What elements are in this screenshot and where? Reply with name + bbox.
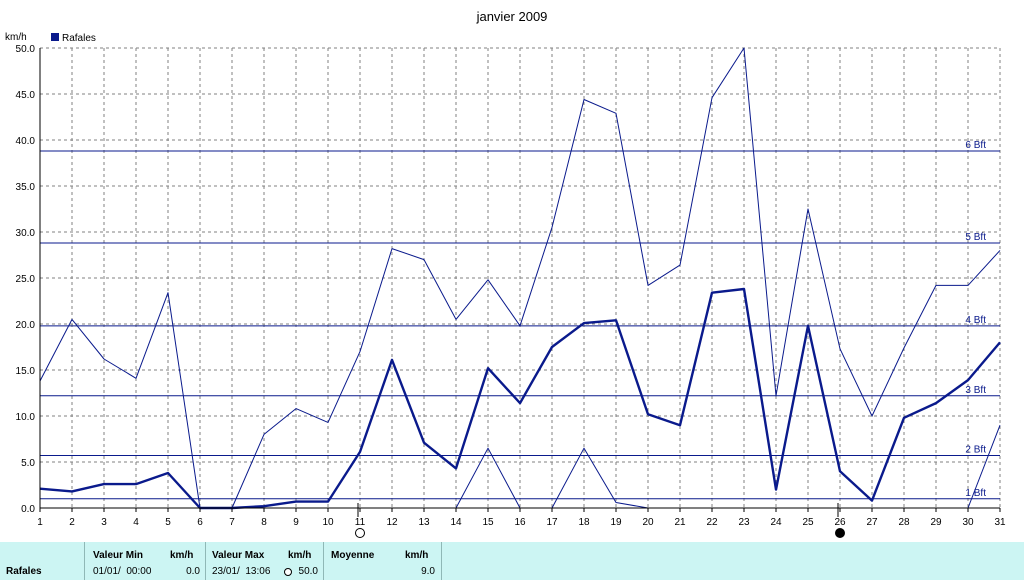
x-tick-label: 5 [165, 517, 171, 528]
y-tick-label: 15.0 [16, 366, 36, 377]
x-tick-label: 14 [450, 517, 462, 528]
stats-table: Rafales Valeur Min km/h 01/01/ 00:00 0.0… [0, 542, 1024, 580]
y-tick-label: 10.0 [16, 412, 36, 423]
max-time: 23/01/ 13:06 [212, 566, 271, 577]
x-tick-label: 22 [706, 517, 718, 528]
beaufort-label: 4 Bft [965, 315, 986, 326]
y-tick-label: 5.0 [21, 458, 35, 469]
x-tick-label: 21 [674, 517, 686, 528]
beaufort-label: 5 Bft [965, 232, 986, 243]
x-tick-label: 26 [834, 517, 846, 528]
x-tick-label: 28 [898, 517, 910, 528]
x-tick-label: 18 [578, 517, 590, 528]
table-divider [84, 542, 85, 580]
full-moon-icon [284, 568, 292, 576]
row-label: Rafales [6, 566, 42, 577]
x-tick-label: 15 [482, 517, 494, 528]
x-tick-label: 2 [69, 517, 75, 528]
x-tick-label: 13 [418, 517, 430, 528]
beaufort-lines: 1 Bft 2 Bft 3 Bft 4 Bft 5 Bft 6 Bft [40, 140, 1000, 500]
mean-unit: km/h [405, 550, 429, 561]
x-tick-label: 29 [930, 517, 942, 528]
table-divider [441, 542, 442, 580]
min-value: 0.0 [186, 566, 200, 577]
x-tick-label: 31 [994, 517, 1006, 528]
y-tick-label: 45.0 [16, 90, 36, 101]
x-tick-label: 7 [229, 517, 235, 528]
beaufort-label: 2 Bft [965, 445, 986, 456]
x-tick-label: 17 [546, 517, 558, 528]
x-tick-label: 3 [101, 517, 107, 528]
x-tick-label: 24 [770, 517, 782, 528]
max-header: Valeur Max [212, 550, 265, 561]
beaufort-label: 1 Bft [965, 488, 986, 499]
x-tick-label: 20 [642, 517, 654, 528]
x-tick-label: 9 [293, 517, 299, 528]
x-tick-label: 25 [802, 517, 814, 528]
new-moon-icon [835, 528, 845, 538]
legend-swatch [51, 33, 59, 41]
y-tick-label: 35.0 [16, 182, 36, 193]
min-time: 01/01/ 00:00 [93, 566, 152, 577]
table-divider [323, 542, 324, 580]
chart-grid [40, 47, 1001, 508]
min-header: Valeur Min [93, 550, 144, 561]
table-divider [205, 542, 206, 580]
x-tick-label: 19 [610, 517, 622, 528]
chart-axes: 0.0 5.0 10.0 15.0 20.0 25.0 30.0 35.0 40.0 45.0 50… [16, 44, 1006, 538]
max-value: 50.0 [298, 566, 318, 577]
full-moon-icon [355, 528, 365, 538]
x-tick-label: 11 [355, 517, 366, 528]
x-tick-label: 8 [261, 517, 267, 528]
y-tick-label: 40.0 [16, 136, 36, 147]
x-tick-label: 1 [37, 517, 43, 528]
y-tick-label: 0.0 [21, 504, 35, 515]
x-tick-label: 23 [738, 517, 750, 528]
x-tick-label: 4 [133, 517, 139, 528]
x-tick-label: 6 [197, 517, 203, 528]
y-tick-label: 20.0 [16, 320, 36, 331]
beaufort-label: 3 Bft [965, 385, 986, 396]
mean-header: Moyenne [331, 550, 375, 561]
x-tick-label: 30 [962, 517, 974, 528]
chart-title: janvier 2009 [476, 9, 548, 24]
min-unit: km/h [170, 550, 194, 561]
y-tick-label: 50.0 [16, 44, 36, 55]
mean-value: 9.0 [421, 566, 435, 577]
series-line-min [967, 425, 1001, 509]
wind-gust-chart: 1 Bft 2 Bft 3 Bft 4 Bft 5 Bft 6 Bft 0.0 5.0 10.… [5, 9, 1006, 538]
legend-label: Rafales [62, 33, 96, 44]
max-unit: km/h [288, 550, 312, 561]
beaufort-label: 6 Bft [965, 140, 986, 151]
x-tick-label: 27 [866, 517, 878, 528]
y-tick-label: 30.0 [16, 228, 36, 239]
y-axis-unit: km/h [5, 32, 27, 43]
x-tick-label: 12 [386, 517, 398, 528]
x-tick-label: 16 [514, 517, 526, 528]
y-tick-label: 25.0 [16, 274, 36, 285]
x-tick-label: 10 [322, 517, 334, 528]
